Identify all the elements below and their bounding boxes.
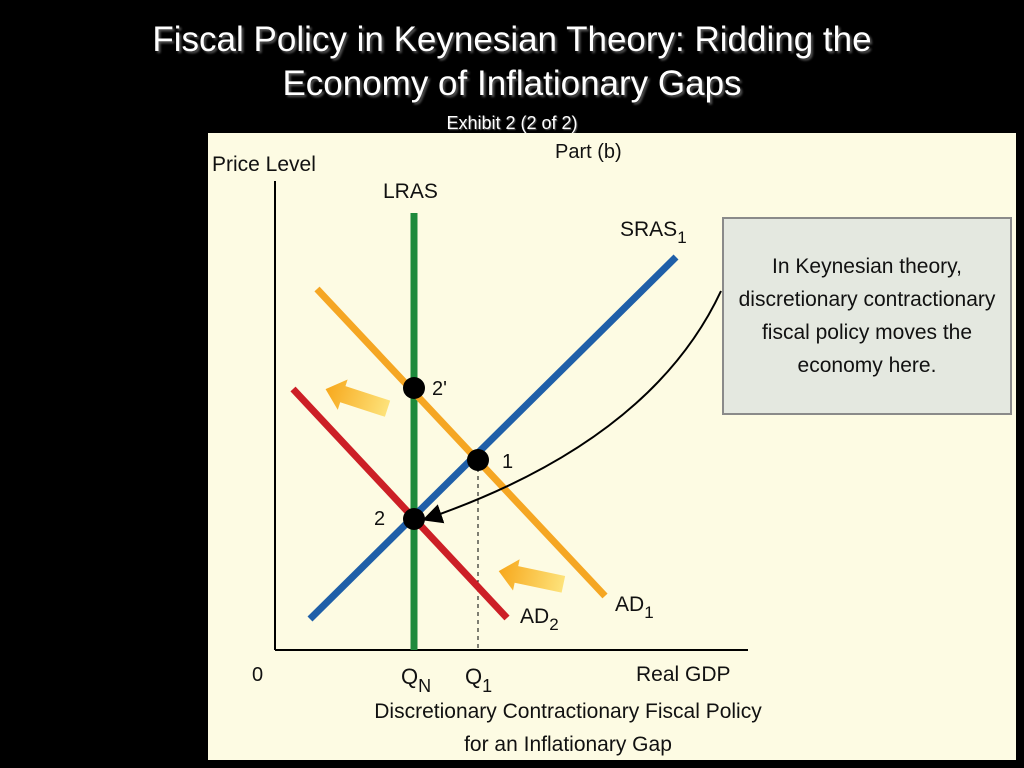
slide-title: Fiscal Policy in Keynesian Theory: Riddi… — [0, 18, 1024, 106]
ad1-label: AD1 — [615, 593, 654, 622]
qn-tick-label: QN — [401, 664, 431, 696]
slide-subtitle: Exhibit 2 (2 of 2) — [446, 113, 578, 133]
ad1-line — [314, 286, 608, 599]
point-2-label: 2 — [374, 508, 385, 530]
callout-pointer-arrow — [422, 290, 722, 524]
x-axis-label: Real GDP — [636, 663, 731, 686]
point-2prime-marker — [403, 377, 425, 399]
caption-line-2: for an Inflationary Gap — [464, 733, 672, 756]
qn-tick-sub: N — [418, 676, 431, 696]
point-1-marker — [467, 449, 489, 471]
sras1-line — [307, 254, 679, 622]
shift-arrow-left-icon — [325, 379, 391, 417]
slide-title-line-2: Economy of Inflationary Gaps — [282, 64, 742, 103]
q1-tick-sub: 1 — [482, 676, 492, 696]
point-2prime-label: 2' — [432, 378, 447, 400]
ad2-label-sub: 2 — [549, 615, 558, 634]
part-label: Part (b) — [555, 141, 622, 163]
ad1-label-base: AD — [615, 593, 644, 616]
q1-tick-base: Q — [465, 664, 482, 689]
caption-line-1: Discretionary Contractionary Fiscal Poli… — [374, 700, 762, 723]
q1-tick-label: Q1 — [465, 664, 492, 696]
ad-as-diagram: Part (b) Price Level LRAS SRAS1 AD1 AD2 … — [212, 141, 762, 756]
qn-tick-base: Q — [401, 664, 418, 689]
ad2-line — [290, 386, 510, 621]
callout-box: In Keynesian theory, discretionary contr… — [722, 217, 1012, 415]
sras1-label-sub: 1 — [677, 228, 686, 247]
ad2-label: AD2 — [520, 605, 559, 634]
sras1-label-base: SRAS — [620, 218, 677, 241]
point-2-marker — [403, 508, 425, 530]
ad1-label-sub: 1 — [644, 603, 653, 622]
slide-title-line-1: Fiscal Policy in Keynesian Theory: Riddi… — [152, 20, 872, 59]
origin-label: 0 — [252, 664, 263, 686]
ad2-label-base: AD — [520, 605, 549, 628]
exhibit-figure: Part (b) Price Level LRAS SRAS1 AD1 AD2 … — [208, 133, 1016, 760]
y-axis-label: Price Level — [212, 153, 316, 176]
callout-text: In Keynesian theory, discretionary contr… — [738, 255, 996, 377]
point-1-label: 1 — [502, 451, 513, 473]
lras-label: LRAS — [383, 180, 438, 203]
shift-arrow-left-icon — [498, 559, 566, 593]
sras1-label: SRAS1 — [620, 218, 687, 247]
